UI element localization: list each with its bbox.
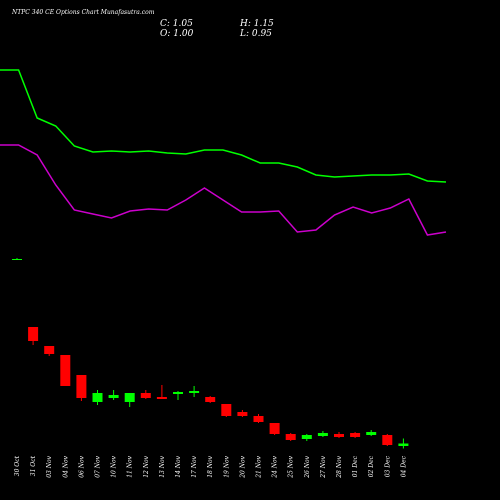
x-tick-label: 17 Nov (191, 455, 198, 477)
x-tick-label: 06 Nov (78, 455, 85, 477)
x-tick-label: 24 Nov (272, 455, 279, 478)
candle-body (366, 432, 377, 435)
candle-body (60, 355, 71, 386)
x-tick-label: 02 Dec (368, 455, 375, 477)
candle-body (317, 433, 328, 436)
candle-body (156, 397, 167, 399)
candle-body (44, 346, 55, 354)
candle-body (301, 435, 312, 439)
candle-body (92, 393, 103, 402)
candle-body (28, 327, 39, 341)
x-tick-label: 30 Oct (14, 455, 21, 476)
candle-body (76, 375, 87, 398)
candle-body (173, 392, 183, 394)
candle-body (140, 393, 151, 398)
candle-body (334, 434, 344, 437)
candle-body (253, 416, 264, 422)
candle-body (398, 443, 409, 446)
candle-body (12, 259, 22, 260)
x-tick-label: 07 Nov (95, 455, 102, 477)
x-tick-label: 20 Nov (239, 455, 246, 478)
candle-body (237, 412, 248, 416)
x-tick-label: 11 Nov (127, 455, 134, 477)
candle-body (205, 397, 216, 402)
candle-body (124, 393, 135, 402)
x-tick-label: 21 Nov (256, 455, 263, 478)
x-tick-label: 25 Nov (288, 455, 295, 478)
candle-body (382, 435, 393, 445)
x-tick-label: 12 Nov (143, 455, 150, 477)
indicator-line (0, 69, 447, 183)
header-close: C: 1.05 (160, 19, 193, 29)
header-high: H: 1.15 (239, 19, 274, 29)
x-tick-label: 28 Nov (336, 455, 343, 478)
candle-body (269, 423, 280, 434)
x-tick-label: 19 Nov (223, 455, 230, 477)
x-tick-label: 13 Nov (159, 455, 166, 477)
x-tick-label: 31 Oct (30, 455, 37, 476)
candle-body (350, 433, 361, 437)
x-tick-label: 10 Nov (111, 455, 118, 477)
x-tick-label: 27 Nov (320, 455, 327, 478)
x-tick-label: 03 Nov (46, 455, 53, 477)
header-low: L: 0.95 (239, 29, 272, 39)
x-tick-label: 14 Nov (175, 455, 182, 477)
candle-body (221, 404, 232, 416)
x-tick-label: 04 Dec (400, 455, 407, 477)
x-tick-label: 18 Nov (207, 455, 214, 477)
indicator-line (0, 144, 447, 236)
candle-body (189, 391, 200, 393)
candle-body (108, 395, 119, 398)
candle-body (285, 434, 296, 440)
chart-title: NTPC 340 CE Options Chart Munafasutra.co… (11, 9, 155, 16)
x-tick-label: 04 Nov (62, 455, 69, 477)
header-open: O: 1.00 (160, 29, 194, 39)
x-tick-label: 26 Nov (304, 455, 311, 478)
x-tick-label: 03 Dec (384, 455, 391, 477)
x-tick-label: 01 Dec (352, 455, 359, 477)
